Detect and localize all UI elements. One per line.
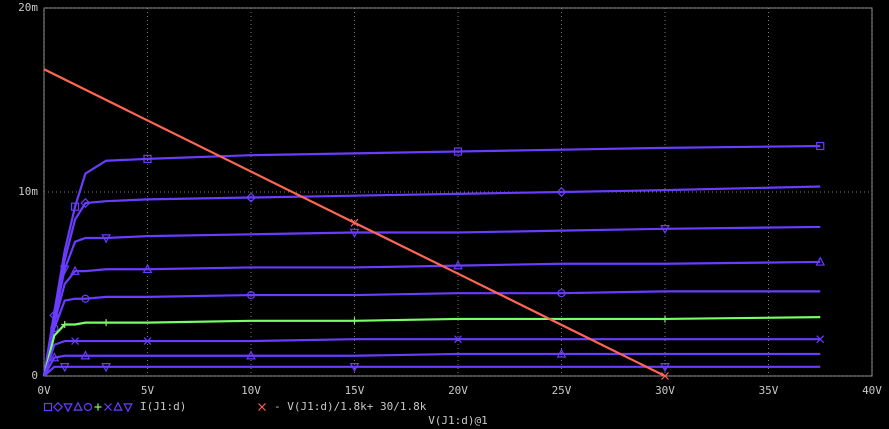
data-point xyxy=(660,225,670,235)
series-line xyxy=(43,352,821,377)
data-point xyxy=(350,218,359,227)
data-point xyxy=(143,337,152,345)
data-point xyxy=(660,363,670,373)
data-point xyxy=(59,363,70,373)
data-point xyxy=(143,154,152,163)
data-point xyxy=(453,260,463,270)
data-point xyxy=(102,319,110,327)
data-point xyxy=(80,350,91,360)
data-point xyxy=(245,192,257,203)
legend-symbol xyxy=(52,401,64,413)
legend-symbol xyxy=(104,403,112,411)
legend-symbol xyxy=(73,401,83,411)
series-line xyxy=(42,290,821,377)
data-point xyxy=(70,265,80,275)
x-axis-label: V(J1:d)@1 xyxy=(428,414,488,427)
data-point xyxy=(101,363,111,373)
x-tick-label: 10V xyxy=(241,384,261,397)
data-point xyxy=(815,256,826,266)
data-point xyxy=(351,317,358,325)
legend-symbol xyxy=(113,401,123,411)
series-line xyxy=(42,185,821,377)
data-point xyxy=(70,202,80,211)
data-point xyxy=(246,290,256,300)
data-point xyxy=(142,263,153,274)
x-tick-label: 30V xyxy=(655,384,675,397)
data-point xyxy=(349,363,360,373)
y-tick-label: 20m xyxy=(18,1,38,14)
series-line xyxy=(43,365,821,377)
data-point xyxy=(816,335,825,344)
data-point xyxy=(50,324,59,333)
series-line xyxy=(42,144,821,377)
data-point xyxy=(454,335,462,344)
legend-symbol xyxy=(63,403,73,413)
data-point xyxy=(101,234,111,244)
legend-label: I(J1:d) xyxy=(140,400,186,413)
x-tick-label: 5V xyxy=(141,384,155,397)
y-tick-label: 0 xyxy=(31,369,38,382)
data-point xyxy=(557,289,566,298)
data-point xyxy=(349,228,360,238)
data-point xyxy=(556,186,567,198)
data-point xyxy=(556,348,567,358)
x-tick-label: 35V xyxy=(759,384,779,397)
data-point xyxy=(816,141,825,151)
data-point xyxy=(49,352,60,362)
x-tick-label: 25V xyxy=(552,384,572,397)
legend-symbol xyxy=(123,403,133,413)
legend-symbol xyxy=(258,403,266,411)
y-tick-label: 10m xyxy=(18,185,38,198)
data-point xyxy=(59,265,70,275)
x-tick-label: 20V xyxy=(448,384,468,397)
x-tick-label: 40V xyxy=(862,384,882,397)
data-point xyxy=(661,372,669,380)
data-point xyxy=(71,337,79,345)
data-point xyxy=(81,294,90,303)
legend-label: - V(J1:d)/1.8k+ 30/1.8k xyxy=(274,400,427,413)
data-point xyxy=(80,197,91,209)
series-line xyxy=(42,225,821,377)
data-point xyxy=(61,320,69,328)
x-tick-label: 0V xyxy=(37,384,51,397)
data-point xyxy=(453,147,463,156)
legend-symbol xyxy=(94,403,102,411)
legend-symbol xyxy=(43,402,53,412)
data-point xyxy=(246,350,256,360)
legend-symbol xyxy=(83,402,93,412)
data-point xyxy=(661,315,669,323)
series-line xyxy=(42,260,821,377)
x-tick-label: 15V xyxy=(345,384,365,397)
